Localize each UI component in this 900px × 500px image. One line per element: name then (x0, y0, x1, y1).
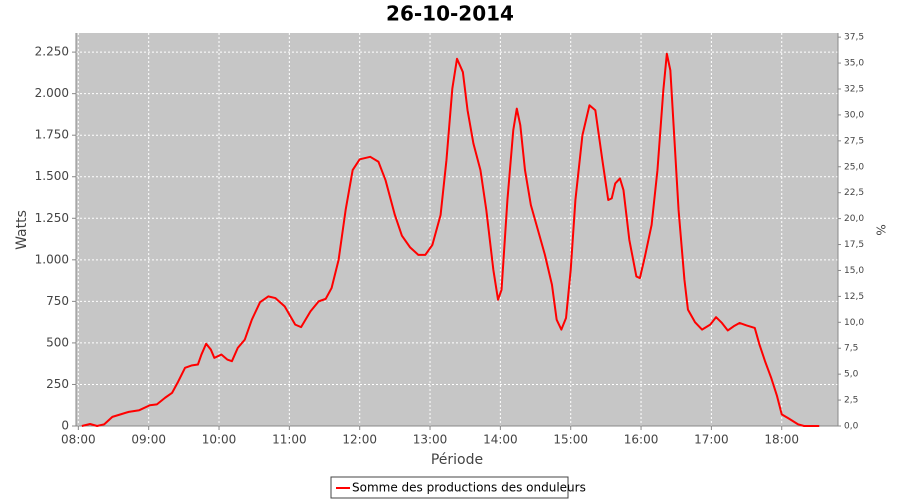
y-tick-label: 2.250 (35, 45, 69, 59)
x-tick-label: 09:00 (131, 433, 166, 447)
y2-tick-label: 32,5 (844, 84, 864, 94)
y-tick-label: 0 (61, 419, 69, 433)
x-tick-label: 08:00 (61, 433, 96, 447)
y-tick-label: 1.500 (35, 169, 69, 183)
y-tick-label: 1.000 (35, 252, 69, 266)
plot-area (76, 33, 838, 426)
y-tick-label: 750 (46, 294, 69, 308)
x-tick-label: 11:00 (272, 433, 307, 447)
y2-tick-label: 12,5 (844, 292, 864, 302)
y2-tick-label: 37,5 (844, 33, 864, 43)
x-tick-label: 13:00 (413, 433, 448, 447)
y2-tick-label: 10,0 (844, 318, 864, 328)
x-tick-label: 17:00 (694, 433, 729, 447)
x-axis-label: Période (431, 452, 483, 468)
line (81, 52, 820, 427)
x-tick-label: 18:00 (764, 433, 799, 447)
y2-tick-label: 30,0 (844, 110, 864, 120)
y2-tick-label: 27,5 (844, 136, 864, 146)
x-tick-label: 12:00 (342, 433, 377, 447)
x-tick-label: 16:00 (624, 433, 659, 447)
x-tick-label: 14:00 (483, 433, 518, 447)
x-tick-label: 10:00 (202, 433, 237, 447)
chart-title: 26-10-2014 (386, 2, 514, 26)
y-tick-label: 1.250 (35, 211, 69, 225)
y2-tick-label: 7,5 (844, 344, 858, 354)
y2-tick-label: 35,0 (844, 59, 864, 69)
y2-tick-label: 22,5 (844, 188, 864, 198)
legend-label: Somme des productions des onduleurs (352, 481, 586, 495)
legend (330, 476, 569, 499)
y-axis-label: Watts (14, 210, 30, 250)
y2-tick-label: 15,0 (844, 266, 864, 276)
y2-tick-label: 2,5 (844, 396, 858, 406)
y-tick-label: 1.750 (35, 128, 69, 142)
y2-axis-label: % (874, 224, 888, 235)
y2-tick-label: 17,5 (844, 240, 864, 250)
x-tick-label: 15:00 (553, 433, 588, 447)
y2-tick-label: 25,0 (844, 162, 864, 172)
y2-tick-label: 20,0 (844, 214, 864, 224)
y2-tick-label: 5,0 (844, 370, 859, 380)
y-tick-label: 250 (46, 377, 69, 391)
y-tick-label: 2.000 (35, 86, 69, 100)
y2-tick-label: 0,0 (844, 422, 859, 432)
y-tick-label: 500 (46, 335, 69, 349)
